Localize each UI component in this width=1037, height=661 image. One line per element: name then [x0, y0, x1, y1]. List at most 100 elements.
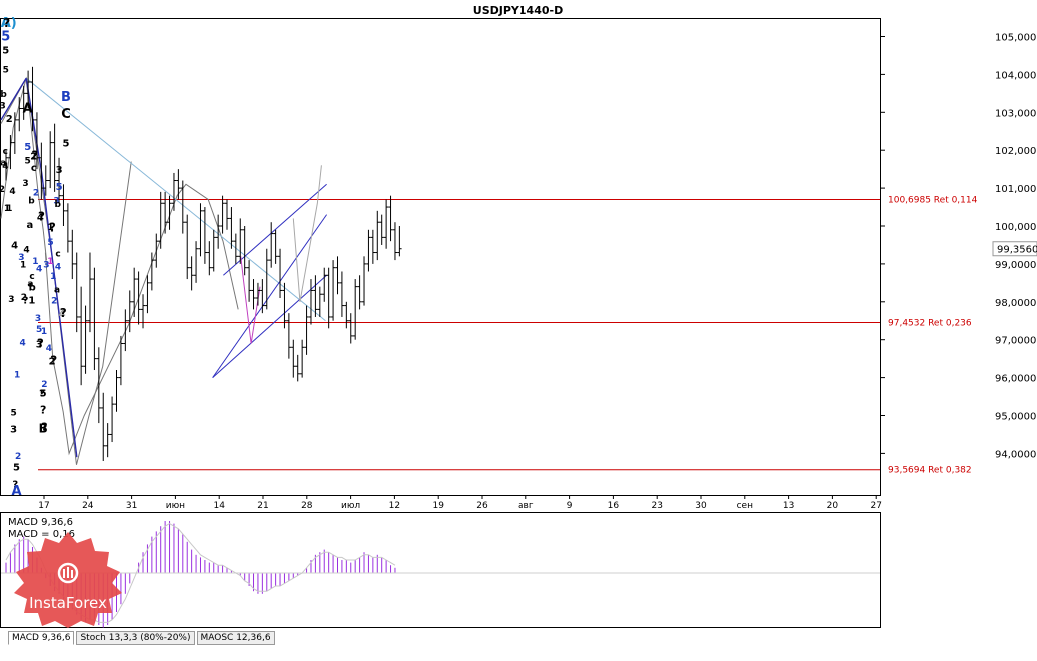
wave-label: 3: [0, 102, 6, 112]
wave-label: 3: [18, 253, 24, 263]
price-bar: [238, 218, 243, 264]
wave-label: 4: [19, 338, 25, 348]
price-bar: [313, 275, 318, 317]
y-tick-label: 98,0000: [995, 298, 1036, 309]
price-bar: [361, 256, 367, 306]
price-bar: [291, 339, 296, 378]
y-tick-label: 99,0000: [995, 260, 1036, 271]
x-tick-label: июн: [166, 501, 185, 511]
tab-maosc[interactable]: MAOSC 12,36,6: [196, 631, 275, 645]
wave-label: 3: [43, 261, 49, 271]
projection-path: [292, 165, 322, 302]
wave-label: 4: [23, 246, 29, 256]
price-bar: [388, 195, 393, 242]
x-tick-label: 19: [432, 501, 444, 511]
price-bar: [215, 214, 221, 249]
x-tick-label: 16: [608, 501, 620, 511]
wave-label: ?: [40, 404, 46, 417]
wave-label: 1: [4, 204, 10, 214]
logo-emblem-icon: [57, 562, 79, 584]
wave-label: B: [39, 422, 48, 436]
wave-label: ?: [37, 336, 44, 350]
gray-wave-path: [0, 78, 239, 456]
wave-label: 5: [62, 138, 69, 149]
price-bar: [335, 256, 340, 295]
wave-label: 5: [11, 409, 17, 419]
price-bar: [326, 267, 331, 329]
price-bar: [242, 226, 247, 276]
y-tick-label: 105,0000: [995, 33, 1037, 44]
price-bar: [39, 142, 44, 200]
price-bar: [273, 229, 278, 264]
price-bar: [56, 157, 62, 204]
logo-emblem-bars-icon: [63, 567, 73, 578]
price-bar: [123, 309, 128, 352]
wave-label: 1: [6, 204, 12, 214]
price-bar: [105, 423, 110, 458]
x-tick-label: 30: [695, 501, 707, 511]
wave-label: ?: [41, 421, 47, 434]
date-axis: 17 24 31 июн 14 21 28 июл 12 19 26 авг 9 16 23 30 сен 13 2…: [38, 495, 882, 511]
price-bar: [348, 313, 353, 344]
wave-label: 1: [47, 257, 53, 267]
wave-label: 2: [21, 293, 27, 303]
price-bar: [330, 260, 336, 321]
price-bar: [140, 294, 146, 329]
price-bar: [397, 226, 402, 257]
price-bar: [193, 241, 199, 283]
wave-label: 2: [49, 356, 56, 367]
wave-label: 1: [47, 223, 53, 233]
wave-label: 4: [59, 309, 66, 320]
retracement-level-label: 97,4532 Ret 0,236: [888, 319, 972, 329]
wave-label: (A): [0, 16, 17, 31]
price-bar: [295, 354, 300, 382]
y-tick-label: 100,0000: [995, 222, 1037, 233]
wave-label: 2: [6, 114, 13, 125]
wave-label: 2: [30, 152, 37, 163]
wave-label: c: [55, 249, 60, 259]
wave-label: 1: [20, 261, 26, 271]
wave-label: c: [29, 272, 34, 282]
price-bar: [224, 199, 230, 230]
x-tick-label: авг: [518, 501, 534, 511]
price-bar: [3, 150, 9, 181]
price-bar: [322, 267, 327, 302]
y-tick-label: 102,0000: [995, 146, 1037, 157]
wave-label: 5: [2, 46, 9, 57]
price-axis: 105,0000 104,0000 103,0000 102,0000 101,0000…: [880, 33, 1037, 460]
wave-label: ?: [3, 16, 10, 30]
x-tick-label: 13: [783, 501, 794, 511]
price-bar: [211, 229, 216, 272]
price-bar: [304, 305, 309, 355]
wave-label: 4: [46, 344, 52, 354]
x-tick-label: 12: [389, 501, 400, 511]
price-bar: [286, 313, 292, 359]
wave-label: 2: [51, 297, 57, 307]
wave-label: ?: [50, 353, 57, 367]
wave-label: 3: [8, 295, 14, 305]
wave-label: 5: [1, 29, 10, 44]
price-bar: [131, 267, 137, 317]
x-tick-label: 9: [567, 501, 573, 511]
price-bar: [277, 248, 283, 299]
wave-label: b: [28, 196, 35, 206]
price-bar: [65, 203, 71, 253]
x-tick-label: 17: [38, 501, 49, 511]
tab-macd[interactable]: MACD 9,36,6: [8, 631, 75, 645]
price-bar: [264, 248, 269, 310]
price-bar: [251, 279, 256, 310]
y-tick-label: 94,0000: [995, 449, 1036, 460]
logo-text: InstaForex: [29, 594, 107, 612]
x-tick-label: 27: [870, 501, 881, 511]
price-bar: [255, 282, 261, 306]
x-tick-label: 20: [827, 501, 839, 511]
tab-stochastic[interactable]: Stoch 13,3,3 (80%-20%): [76, 631, 195, 645]
price-bar: [8, 135, 13, 170]
corrective-wave-path: [240, 256, 261, 344]
price-bar: [96, 347, 102, 424]
price-bar: [352, 279, 358, 340]
price-bar: [78, 286, 84, 386]
wave-label: 2: [0, 185, 5, 195]
trend-line: [25, 77, 326, 322]
